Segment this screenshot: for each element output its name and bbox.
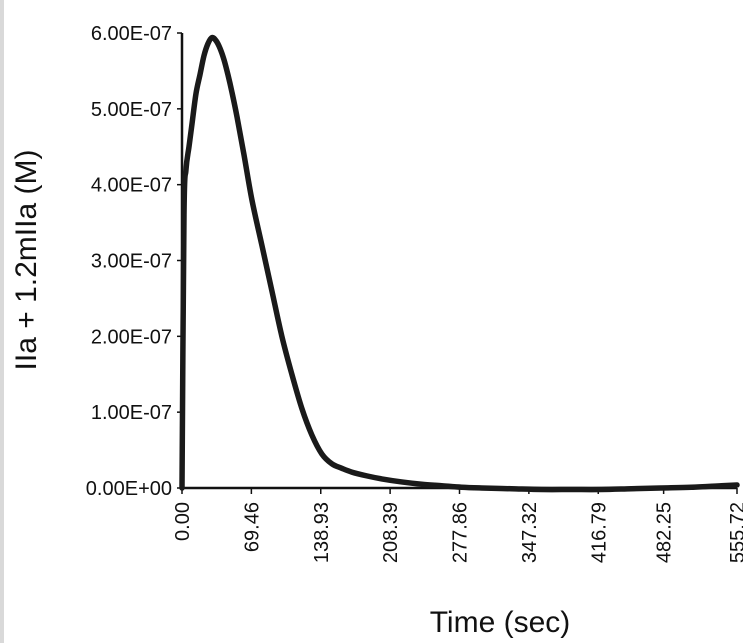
left-border xyxy=(0,0,4,643)
series-line xyxy=(179,34,740,493)
y-tick-label: 0.00E+00 xyxy=(86,478,172,500)
x-tick-label: 277.86 xyxy=(450,502,472,563)
x-tick-label: 416.79 xyxy=(588,502,610,563)
y-axis-title: IIa + 1.2mIIa (M) xyxy=(10,150,43,371)
x-tick-label: 482.25 xyxy=(654,502,676,563)
x-axis-ticks: 0.00 69.46 138.93 208.39 277.86 347.32 416.79 4… xyxy=(172,488,743,563)
x-tick-label: 138.93 xyxy=(311,502,333,563)
x-tick-label: 347.32 xyxy=(519,502,541,563)
x-tick-label: 208.39 xyxy=(380,502,402,563)
y-tick-label: 1.00E-07 xyxy=(91,402,172,424)
y-tick-label: 6.00E-07 xyxy=(91,23,172,45)
x-axis-title: Time (sec) xyxy=(430,606,571,639)
y-tick-label: 3.00E-07 xyxy=(91,251,172,273)
y-tick-label: 2.00E-07 xyxy=(91,326,172,348)
x-tick-label: 0.00 xyxy=(172,502,194,541)
y-axis-ticks: 0.00E+00 1.00E-07 2.00E-07 3.00E-07 4.00E-07… xyxy=(86,23,182,500)
x-tick-label: 555.72 xyxy=(727,502,743,563)
y-tick-label: 4.00E-07 xyxy=(91,175,172,197)
y-tick-label: 5.00E-07 xyxy=(91,99,172,121)
x-tick-label: 69.46 xyxy=(241,502,263,552)
